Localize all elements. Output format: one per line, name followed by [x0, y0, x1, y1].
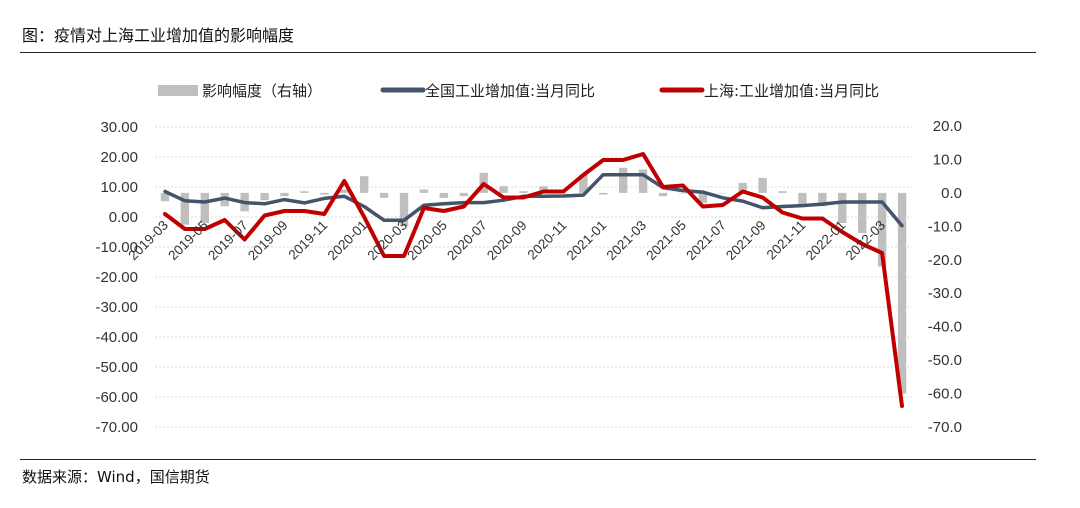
national-ip-line — [163, 172, 904, 228]
impact-bar — [519, 191, 528, 193]
x-axis-tick: 2021-11 — [764, 218, 809, 263]
impact-bar — [300, 191, 309, 193]
left-axis-tick: -40.00 — [95, 329, 138, 346]
left-axis-tick: -70.00 — [95, 419, 138, 436]
impact-bar — [180, 192, 190, 225]
impact-bar — [838, 192, 847, 223]
legend-label: 全国工业增加值:当月同比 — [425, 82, 595, 100]
x-axis-tick: 2021-09 — [723, 218, 769, 264]
impact-bar — [658, 192, 668, 197]
impact-bar — [419, 189, 429, 193]
left-axis-tick: -50.00 — [95, 359, 138, 376]
right-axis-tick: -50.0 — [928, 352, 962, 369]
impact-bar — [738, 182, 747, 193]
impact-bar — [379, 192, 389, 198]
right-axis-tick: -60.0 — [928, 386, 962, 403]
impact-bar — [359, 176, 369, 193]
impact-bar — [579, 174, 588, 193]
right-axis-tick: 0.0 — [941, 185, 962, 202]
impact-bar — [758, 177, 767, 193]
x-axis-tick: 2020-09 — [484, 218, 530, 264]
impact-bar — [818, 192, 827, 207]
left-axis-tick: -30.00 — [95, 299, 138, 316]
impact-bar — [897, 192, 907, 394]
impact-bar — [877, 192, 887, 267]
source-note: 数据来源：Wind，国信期货 — [22, 468, 210, 486]
top-rule — [20, 52, 1036, 53]
left-axis-tick: 10.00 — [100, 179, 138, 196]
impact-bar — [698, 192, 708, 203]
left-axis-tick: -60.00 — [95, 389, 138, 406]
impact-bar — [439, 192, 449, 198]
impact-bar — [260, 192, 269, 201]
left-axis-tick: 30.00 — [100, 119, 138, 136]
impact-bar — [778, 191, 787, 193]
left-axis-tick: 0.00 — [109, 209, 138, 226]
x-axis-tick: 2021-05 — [643, 218, 689, 264]
x-axis-tick: 2020-07 — [444, 218, 490, 264]
left-axis-tick: -10.00 — [95, 239, 138, 256]
right-axis-tick: -30.0 — [928, 285, 962, 302]
impact-bar — [618, 167, 628, 193]
impact-bar — [399, 192, 409, 227]
right-axis-tick: -40.0 — [928, 319, 962, 336]
x-axis-tick: 2020-11 — [525, 218, 570, 263]
x-axis-tick: 2019-09 — [245, 218, 291, 264]
legend-label: 上海:工业增加值:当月同比 — [704, 82, 879, 100]
left-axis-tick: 20.00 — [100, 149, 138, 166]
x-axis-tick: 2021-01 — [564, 218, 610, 264]
impact-bar — [678, 192, 688, 194]
right-axis-tick: 10.0 — [933, 151, 962, 168]
impact-bar — [280, 192, 289, 197]
x-axis-tick: 2019-11 — [286, 218, 331, 263]
x-axis-tick: 2021-07 — [683, 218, 729, 264]
impact-bar — [320, 192, 329, 195]
x-axis-tick: 2020-01 — [325, 218, 371, 264]
right-axis-tick: -10.0 — [928, 218, 962, 235]
legend-label: 影响幅度（右轴） — [202, 82, 322, 100]
impact-bar — [459, 192, 468, 197]
impact-bar — [200, 192, 209, 223]
impact-bar — [638, 169, 648, 193]
impact-bar — [798, 192, 807, 205]
impact-bar — [599, 192, 608, 195]
x-axis-tick: 2022-01 — [803, 218, 849, 264]
right-axis-tick: -20.0 — [928, 252, 962, 269]
impact-bar — [160, 192, 170, 202]
left-axis-tick: -20.00 — [95, 269, 138, 286]
impact-bar — [499, 186, 508, 193]
impact-bar — [340, 189, 349, 193]
shanghai-ip-line — [163, 152, 904, 408]
right-axis-tick: -70.0 — [928, 419, 962, 436]
impact-bar — [858, 192, 867, 234]
right-axis-tick: 20.0 — [933, 118, 962, 135]
legend-swatch-bar — [158, 85, 198, 96]
chart-caption: 图：疫情对上海工业增加值的影响幅度 — [22, 26, 295, 45]
impact-bar — [718, 192, 727, 194]
x-axis-tick: 2021-03 — [604, 218, 650, 264]
bottom-rule — [20, 459, 1036, 460]
